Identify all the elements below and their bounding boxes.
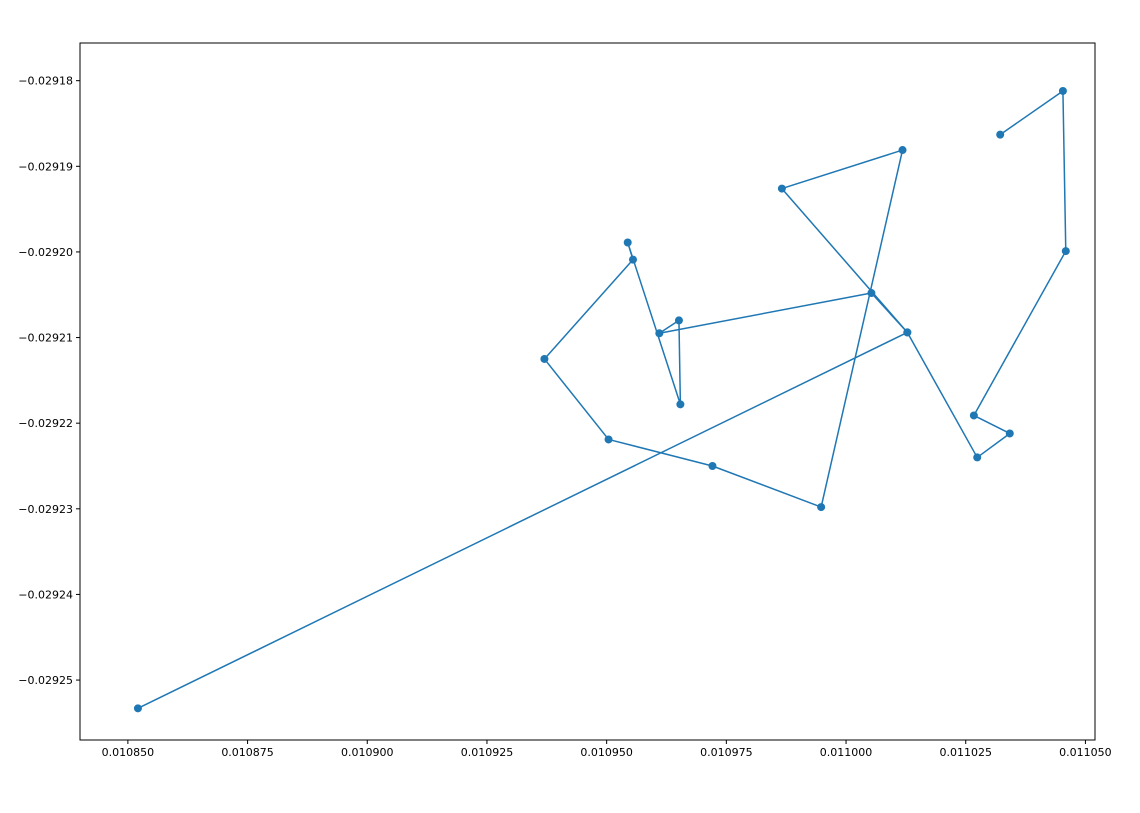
- plot-area-frame: [79, 42, 1096, 741]
- data-point: [973, 453, 982, 462]
- data-point: [133, 704, 142, 713]
- x-tick-label: 0.011000: [820, 746, 873, 759]
- y-tick-label: −0.02925: [18, 674, 73, 687]
- x-axis: 0.010850 0.010875 0.010900 0.010925 0.010950…: [102, 740, 1112, 759]
- data-point: [540, 354, 549, 363]
- y-axis: −0.02918 −0.02919 −0.02920 −0.02921 −0.02922…: [18, 75, 80, 687]
- x-tick-label: 0.011025: [939, 746, 992, 759]
- data-point: [674, 316, 683, 325]
- y-tick-label: −0.02918: [18, 75, 73, 88]
- data-point: [628, 255, 637, 264]
- x-tick-label: 0.010900: [341, 746, 394, 759]
- data-point: [655, 329, 664, 338]
- x-tick-label: 0.010875: [221, 746, 274, 759]
- y-tick-label: −0.02924: [18, 588, 73, 601]
- y-tick-label: −0.02920: [18, 246, 73, 259]
- x-tick-label: 0.010975: [700, 746, 753, 759]
- data-point: [898, 146, 907, 155]
- series-line: [137, 90, 1067, 709]
- data-point: [996, 130, 1005, 139]
- data-point: [708, 461, 717, 470]
- data-point: [676, 400, 685, 409]
- data-point: [777, 184, 786, 193]
- x-tick-label: 0.010950: [580, 746, 633, 759]
- x-tick-label: 0.010850: [102, 746, 155, 759]
- series-layer: [133, 86, 1070, 713]
- y-tick-label: −0.02922: [18, 417, 73, 430]
- x-tick-label: 0.011050: [1059, 746, 1112, 759]
- data-point: [867, 289, 876, 298]
- data-point: [903, 328, 912, 337]
- data-point: [623, 238, 632, 247]
- y-tick-label: −0.02919: [18, 160, 73, 173]
- data-point: [1061, 247, 1070, 256]
- x-tick-label: 0.010925: [461, 746, 514, 759]
- data-point: [969, 411, 978, 420]
- data-point: [1058, 86, 1067, 95]
- data-point: [604, 435, 613, 444]
- data-point: [817, 503, 826, 512]
- y-tick-label: −0.02921: [18, 332, 73, 345]
- data-point: [1005, 429, 1014, 438]
- y-tick-label: −0.02923: [18, 503, 73, 516]
